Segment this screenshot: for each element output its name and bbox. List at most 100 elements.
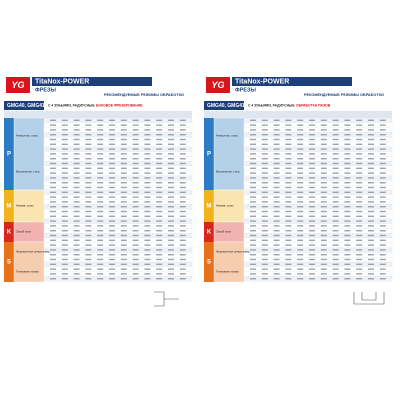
cell-text <box>168 124 174 126</box>
material: Серый чугун <box>16 230 32 234</box>
cell-text <box>179 143 186 145</box>
cell-text <box>109 273 115 275</box>
cell-text <box>50 268 56 270</box>
cell-text <box>297 273 304 275</box>
cell-text <box>320 210 327 213</box>
cell-text <box>320 167 327 169</box>
cell-text <box>168 234 174 237</box>
cell-text <box>120 239 127 241</box>
product: ФРЕЗЫ <box>35 87 56 93</box>
cell-text <box>368 129 374 131</box>
cell-text <box>285 249 292 251</box>
subtitle: С 4 ЗУБЬЯМИ, РАДИУСНЫЕ <box>48 103 95 107</box>
cell-text <box>50 278 56 280</box>
group-letter: K <box>207 230 212 236</box>
cell-text <box>320 177 327 179</box>
cell-text <box>297 201 304 203</box>
material: Титановые сплавы <box>216 270 239 274</box>
cell-text <box>297 244 304 246</box>
cell-text <box>85 258 92 261</box>
cell-text <box>368 138 374 141</box>
cell-text <box>344 186 351 189</box>
cell-text <box>156 220 163 222</box>
material: Титановые сплавы <box>16 270 39 274</box>
cell-text <box>132 177 139 179</box>
cell-text <box>273 162 280 165</box>
cell-text <box>250 182 256 184</box>
cell-text <box>132 196 139 198</box>
cell-text <box>179 258 186 261</box>
cell-text <box>250 138 256 141</box>
cell-text <box>168 215 174 217</box>
cell-text <box>273 244 280 246</box>
cell-text <box>168 167 174 169</box>
cell-text <box>120 134 127 136</box>
cell-text <box>379 158 386 160</box>
cell-text <box>179 196 186 198</box>
cell-text <box>320 225 327 227</box>
cell-text <box>332 210 339 213</box>
cell-text <box>368 119 374 121</box>
cell-text <box>97 138 104 141</box>
cell-text <box>320 191 327 193</box>
cell-text <box>73 162 80 165</box>
material-band <box>213 241 245 283</box>
group-band <box>204 222 214 242</box>
cell-text <box>132 263 139 265</box>
cell-text <box>344 254 351 256</box>
material-band <box>13 117 45 191</box>
cell-text <box>179 239 186 241</box>
cell-text <box>250 206 256 208</box>
cell-text <box>156 143 163 145</box>
cell-text <box>168 210 174 213</box>
cell-text <box>109 129 115 131</box>
cell-text <box>273 210 280 213</box>
cell-text <box>73 263 80 265</box>
cell-text <box>356 177 363 179</box>
cell-text <box>250 172 256 174</box>
cell-text <box>379 138 386 141</box>
cell-text <box>120 230 127 232</box>
cell-text <box>344 177 351 179</box>
cell-text <box>73 210 80 213</box>
cell-text <box>285 129 292 131</box>
cell-text <box>309 210 315 213</box>
cell-text <box>50 182 56 184</box>
cell-text <box>309 172 315 174</box>
cell-text <box>50 124 56 126</box>
cell-text <box>144 210 151 213</box>
cell-text <box>73 182 80 184</box>
cell-text <box>379 210 386 213</box>
cell-text <box>344 191 351 193</box>
cell-text <box>250 153 256 155</box>
cell-text <box>379 215 386 217</box>
cell-text <box>73 158 80 160</box>
cell-text <box>285 206 292 208</box>
table-head <box>4 111 192 118</box>
cell-text <box>379 153 386 155</box>
cell-text <box>309 230 315 232</box>
cell-text <box>109 206 115 208</box>
cell-text <box>273 182 280 184</box>
cell-text <box>132 225 139 227</box>
cell-text <box>297 162 304 165</box>
cell-text <box>320 249 327 251</box>
cell-text <box>97 230 104 232</box>
cell-text <box>297 143 304 145</box>
cell-text <box>368 172 374 174</box>
cell-text <box>273 153 280 155</box>
cell-text <box>73 206 80 208</box>
cell-text <box>297 249 304 251</box>
cell-text <box>61 129 68 131</box>
cell-text <box>368 215 374 217</box>
cell-text <box>132 153 139 155</box>
cell-text <box>109 230 115 232</box>
cell-text <box>144 225 151 227</box>
cell-text <box>344 230 351 232</box>
cell-text <box>120 234 127 237</box>
cell-text <box>156 249 163 251</box>
cell-text <box>61 134 68 136</box>
cell-text <box>168 158 174 160</box>
brand-bar <box>232 77 352 86</box>
